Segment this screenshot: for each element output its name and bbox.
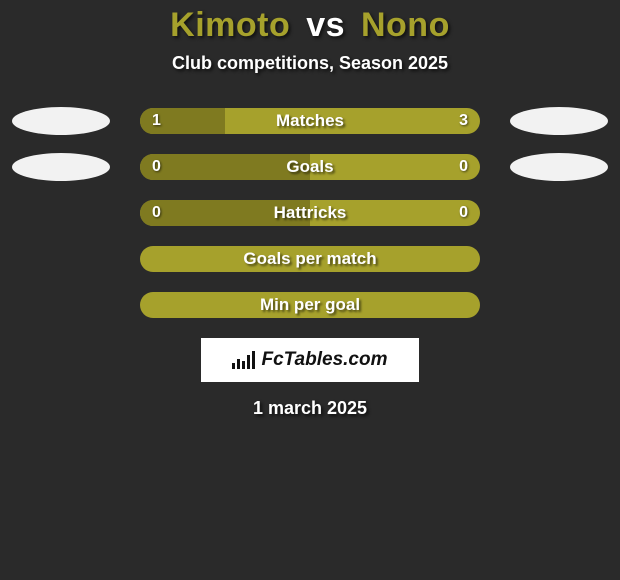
player-a-avatar bbox=[12, 107, 110, 135]
player-a-name: Kimoto bbox=[170, 6, 290, 44]
bar-chart-icon bbox=[232, 351, 257, 369]
page-title: Kimoto vs Nono bbox=[0, 6, 620, 45]
logo-box: FcTables.com bbox=[201, 338, 419, 382]
stat-label: Hattricks bbox=[140, 200, 480, 226]
stat-bar: 00Goals bbox=[140, 154, 480, 180]
logo: FcTables.com bbox=[232, 349, 387, 371]
player-b-avatar bbox=[510, 107, 608, 135]
player-b-avatar bbox=[510, 153, 608, 181]
stat-label: Matches bbox=[140, 108, 480, 134]
stat-row: 13Matches bbox=[0, 108, 620, 134]
stat-row: 00Goals bbox=[0, 154, 620, 180]
stat-label: Goals bbox=[140, 154, 480, 180]
player-b-name: Nono bbox=[361, 6, 450, 44]
stat-row: Goals per match bbox=[0, 246, 620, 272]
stat-row: Min per goal bbox=[0, 292, 620, 318]
comparison-graphic: Kimoto vs Nono Club competitions, Season… bbox=[0, 6, 620, 580]
date: 1 march 2025 bbox=[0, 398, 620, 419]
subtitle: Club competitions, Season 2025 bbox=[0, 53, 620, 74]
stat-label: Min per goal bbox=[140, 292, 480, 318]
stat-bar: 13Matches bbox=[140, 108, 480, 134]
stat-label: Goals per match bbox=[140, 246, 480, 272]
stat-bar: Goals per match bbox=[140, 246, 480, 272]
logo-text: FcTables.com bbox=[261, 349, 387, 371]
player-a-avatar bbox=[12, 153, 110, 181]
stat-rows: 13Matches 00Goals 00Hattricks Goals per mat… bbox=[0, 108, 620, 318]
vs-label: vs bbox=[306, 6, 345, 44]
stat-bar: Min per goal bbox=[140, 292, 480, 318]
stat-row: 00Hattricks bbox=[0, 200, 620, 226]
stat-bar: 00Hattricks bbox=[140, 200, 480, 226]
